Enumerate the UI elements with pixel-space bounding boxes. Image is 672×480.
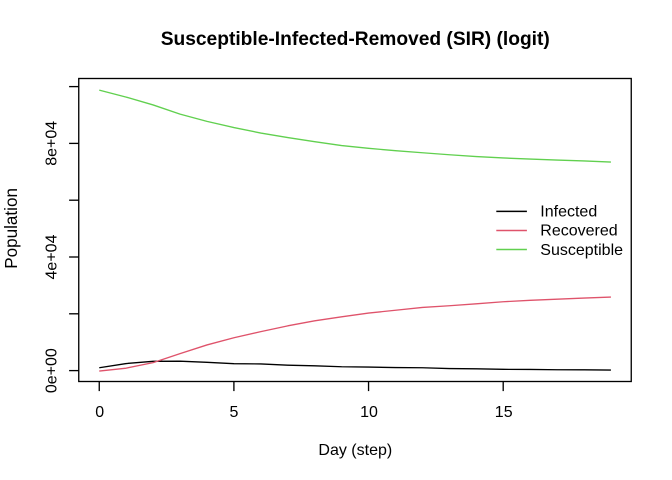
svg-text:10: 10 [360,404,378,421]
svg-text:Recovered: Recovered [540,223,617,240]
svg-text:0e+00: 0e+00 [44,348,61,393]
svg-text:Population: Population [2,188,21,269]
svg-text:5: 5 [229,404,238,421]
svg-text:Susceptible-Infected-Removed (: Susceptible-Infected-Removed (SIR) (logi… [161,29,550,50]
svg-text:Susceptible: Susceptible [540,242,623,259]
svg-text:Day (step): Day (step) [318,442,392,459]
svg-text:0: 0 [95,404,104,421]
svg-text:4e+04: 4e+04 [44,234,61,279]
svg-text:8e+04: 8e+04 [44,121,61,166]
svg-text:Infected: Infected [540,204,597,221]
svg-text:15: 15 [495,404,513,421]
